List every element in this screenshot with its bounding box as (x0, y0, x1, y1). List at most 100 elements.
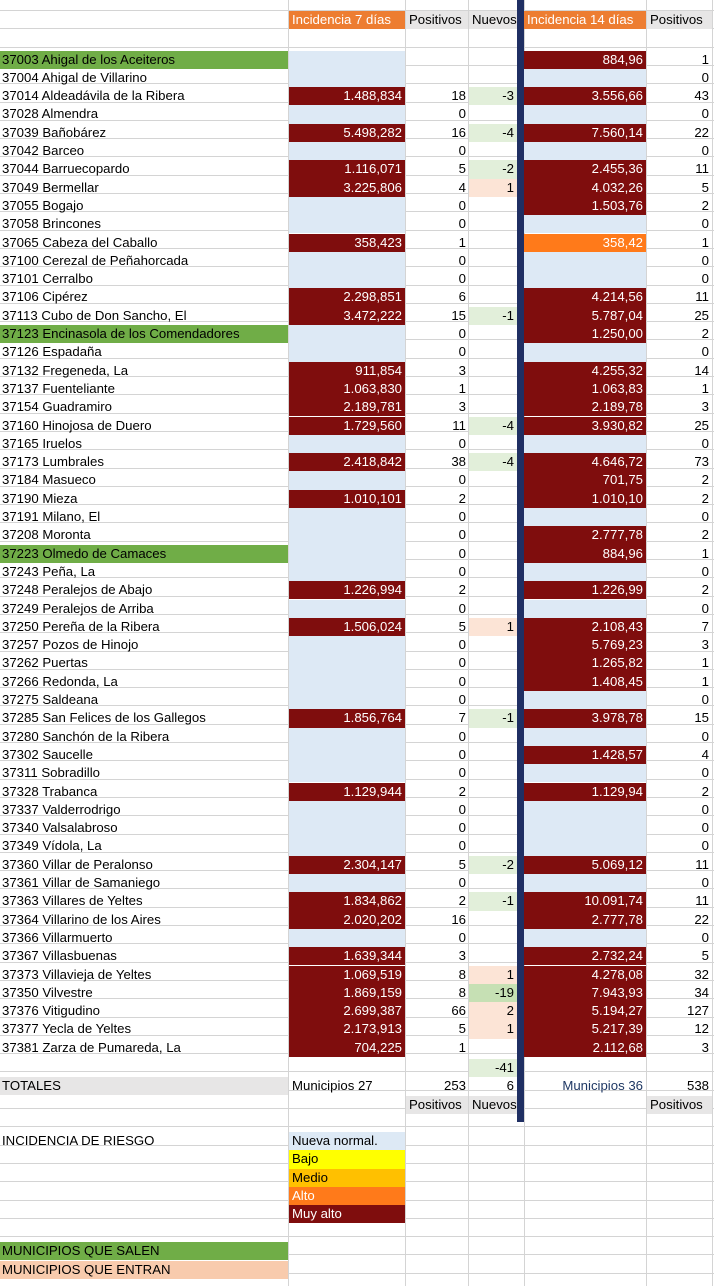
positivos-14-cell[interactable]: 34 (694, 984, 709, 1000)
municipality-name[interactable]: 37165 Iruelos (2, 435, 82, 451)
municipality-name[interactable]: 37208 Moronta (2, 527, 91, 543)
incidence-7-cell[interactable] (289, 800, 405, 820)
incidence-7-cell[interactable] (289, 270, 405, 289)
incidence-7-cell[interactable]: 1.010,101 (289, 489, 405, 508)
nuevos-cell[interactable] (469, 380, 517, 398)
municipality-name[interactable]: 37004 Ahigal de Villarino (2, 69, 147, 85)
incidence-7-cell[interactable] (289, 434, 405, 454)
incidence-7-cell[interactable]: 2.020,202 (289, 910, 405, 929)
incidence-7-cell[interactable] (289, 837, 405, 856)
incidence-7-cell[interactable] (289, 50, 405, 69)
incidence-14-cell[interactable]: 5.194,27 (524, 1002, 646, 1021)
incidence-7-cell[interactable] (289, 727, 405, 746)
incidence-14-cell[interactable]: 2.189,78 (524, 398, 646, 417)
positivos-cell[interactable]: 0 (458, 746, 466, 762)
nuevos-cell[interactable] (469, 398, 517, 416)
positivos-14-cell[interactable]: 0 (701, 69, 709, 85)
incidence-7-cell[interactable] (289, 508, 405, 527)
nuevos-cell[interactable] (469, 874, 517, 892)
positivos-cell[interactable]: 0 (458, 838, 466, 854)
incidence-7-cell[interactable]: 2.418,842 (289, 453, 405, 472)
positivos-cell[interactable]: 38 (451, 454, 466, 470)
positivos-14-cell[interactable]: 2 (701, 783, 709, 799)
municipality-name[interactable]: 37285 San Felices de los Gallegos (2, 710, 206, 726)
positivos-14-cell[interactable]: 5 (701, 948, 709, 964)
municipality-name[interactable]: 37065 Cabeza del Caballo (2, 234, 158, 250)
positivos-14-cell[interactable]: 11 (695, 856, 709, 872)
incidence-7-cell[interactable]: 704,225 (289, 1038, 405, 1057)
positivos-14-cell[interactable]: 1 (701, 234, 709, 250)
nuevos-cell[interactable] (469, 490, 517, 508)
header-positivos-14[interactable]: Positivos (647, 11, 712, 30)
totals-label[interactable]: TOTALES (0, 1077, 288, 1096)
header-incidence-14[interactable]: Incidencia 14 días (524, 11, 646, 30)
incidence-14-cell[interactable] (524, 270, 646, 289)
positivos-14-cell[interactable]: 11 (695, 893, 709, 909)
incidence-7-cell[interactable]: 3.225,806 (289, 178, 405, 197)
incidence-14-cell[interactable]: 4.214,56 (524, 288, 646, 307)
nuevos-cell[interactable] (469, 526, 517, 544)
positivos-14-cell[interactable]: 0 (701, 563, 709, 579)
positivos-14-cell[interactable]: 3 (701, 1039, 709, 1055)
nuevos-cell[interactable] (469, 343, 517, 361)
positivos-14-cell[interactable]: 0 (701, 838, 709, 854)
municipality-name[interactable]: 37191 Milano, El (2, 509, 101, 524)
nuevos-cell[interactable]: -19 (469, 983, 517, 1003)
positivos-14-cell[interactable]: 0 (701, 801, 709, 817)
nuevos-cell[interactable] (469, 142, 517, 160)
positivos-cell[interactable]: 5 (458, 161, 466, 177)
nuevos-cell[interactable] (469, 837, 517, 855)
positivos-cell[interactable]: 0 (458, 692, 466, 707)
municipality-name[interactable]: 37340 Valsalabroso (2, 820, 118, 836)
incidence-14-cell[interactable] (524, 343, 646, 362)
positivos-14-cell[interactable]: 5 (701, 179, 709, 195)
incidence-7-cell[interactable] (289, 325, 405, 344)
incidence-7-cell[interactable] (289, 562, 405, 582)
positivos-cell[interactable]: 2 (458, 490, 466, 506)
incidence-7-cell[interactable]: 2.189,781 (289, 398, 405, 417)
incidence-14-cell[interactable]: 701,75 (524, 471, 646, 490)
totals-positivos-14[interactable]: 538 (686, 1078, 709, 1093)
nuevos-cell[interactable] (469, 471, 517, 489)
incidence-14-cell[interactable]: 1.408,45 (524, 672, 646, 691)
municipality-name[interactable]: 37257 Pozos de Hinojo (2, 637, 139, 653)
incidence-7-cell[interactable]: 2.304,147 (289, 855, 405, 874)
incidence-14-cell[interactable] (524, 68, 646, 88)
positivos-14-cell[interactable]: 0 (701, 728, 709, 744)
incidence-7-cell[interactable] (289, 105, 405, 124)
incidence-14-cell[interactable] (524, 764, 646, 783)
nuevos-cell[interactable]: -2 (469, 160, 517, 179)
positivos-14-cell[interactable]: 0 (701, 875, 709, 890)
positivos-14-cell[interactable]: 127 (686, 1003, 709, 1019)
incidence-14-cell[interactable]: 1.250,00 (524, 325, 646, 344)
incidence-7-cell[interactable]: 5.498,282 (289, 123, 405, 142)
municipality-name[interactable]: 37132 Fregeneda, La (2, 362, 129, 378)
positivos-14-cell[interactable]: 3 (701, 399, 709, 415)
incidence-7-cell[interactable]: 1.729,560 (289, 416, 405, 435)
nuevos-cell[interactable]: -4 (469, 416, 517, 435)
nuevos-cell[interactable]: -2 (469, 855, 517, 874)
positivos-cell[interactable]: 0 (458, 344, 466, 360)
positivos-14-cell[interactable]: 2 (701, 472, 709, 488)
incidence-7-cell[interactable] (289, 471, 405, 490)
legend-item[interactable]: Nueva normal. (289, 1132, 405, 1151)
nuevos-cell[interactable] (469, 764, 517, 782)
positivos-cell[interactable]: 1 (458, 234, 466, 250)
header-incidence-7[interactable]: Incidencia 7 días (289, 11, 405, 30)
incidence-14-cell[interactable]: 4.032,26 (524, 178, 646, 197)
positivos-cell[interactable]: 5 (458, 618, 466, 634)
positivos-14-cell[interactable]: 1 (701, 380, 709, 396)
positivos-cell[interactable]: 0 (458, 106, 466, 122)
incidence-14-cell[interactable]: 5.787,04 (524, 306, 646, 325)
municipality-name[interactable]: 37049 Bermellar (2, 179, 99, 195)
nuevos-cell[interactable] (469, 362, 517, 380)
municipality-name[interactable]: 37302 Saucelle (2, 746, 93, 762)
municipality-name[interactable]: 37366 Villarmuerto (2, 929, 113, 945)
totals-nuevos[interactable]: 6 (506, 1078, 514, 1093)
positivos-14-cell[interactable]: 25 (694, 417, 709, 433)
municipality-name[interactable]: 37101 Cerralbo (2, 271, 93, 287)
incidence-14-cell[interactable] (524, 727, 646, 746)
positivos-14-cell[interactable]: 0 (701, 509, 709, 524)
positivos-cell[interactable]: 0 (458, 637, 466, 653)
legend-item[interactable]: Medio (289, 1168, 405, 1187)
